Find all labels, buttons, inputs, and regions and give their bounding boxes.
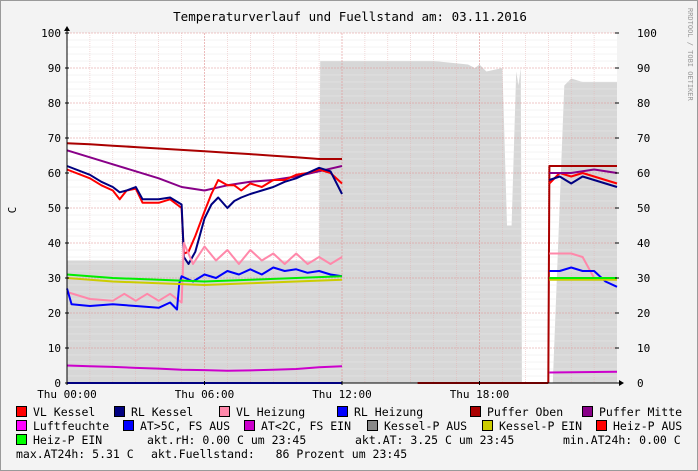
legend-label: Heiz-P EIN [33,433,103,447]
series-rl-heizung [66,266,343,311]
y-tick-label-right: 70 [637,132,650,145]
legend-item-puffer-mitte: Puffer Mitte [582,405,682,419]
y-tick-label-right: 80 [637,97,650,110]
y-tick-label: 30 [48,272,61,285]
legend-label: Heiz-P AUS [613,419,683,433]
legend-swatch [337,406,348,417]
legend-label: Puffer Mitte [599,405,683,419]
rrdtool-watermark: RRDTOOL / TOBI OETIKER [686,8,694,102]
y-axis-arrow [64,26,70,31]
info-akt-rh: akt.rH: 0.00 C um 23:45 [147,433,307,447]
legend-item-at-above-5c: AT>5C, FS AUS [123,419,230,433]
y-tick-label: 20 [48,307,61,320]
rrd-chart: Temperaturverlauf und Fuellstand am: 03.… [6,9,657,400]
y-tick-label-right: 0 [637,377,644,390]
legend-label: VL Heizung [236,405,306,419]
y-tick-label-right: 30 [637,272,650,285]
y-tick-label: 80 [48,97,61,110]
legend-label: RL Heizung [354,405,424,419]
legend-swatch [367,420,378,431]
legend-item-kessel-p-aus: Kessel-P AUS [367,419,467,433]
legend-item-vl-kessel: VL Kessel [16,405,95,419]
legend-swatch [582,406,593,417]
x-tick-label: Thu 18:00 [450,388,510,400]
legend-label: Kessel-P EIN [499,419,583,433]
y-tick-label: 70 [48,132,61,145]
legend-swatch [470,406,481,417]
legend-item-kessel-p-ein: Kessel-P EIN [482,419,582,433]
info-min-at: min.AT24h: 0.00 C [563,433,681,447]
x-tick-label: Thu 12:00 [312,388,372,400]
x-tick-label: Thu 06:00 [175,388,235,400]
legend-item-luftfeuchte: Luftfeuchte [16,419,109,433]
legend-swatch [114,406,125,417]
series-vl-heizung-abend- [549,252,595,279]
y-tick-label-right: 20 [637,307,650,320]
y-tick-label: 0 [54,377,61,390]
y-tick-label-right: 90 [637,62,650,75]
series-puffer-mitte [66,149,343,192]
info-max-at: max.AT24h: 5.31 C [16,447,134,461]
legend-item-heiz-p-ein: Heiz-P EIN [16,433,102,447]
legend-swatch [16,434,27,445]
legend-swatch [244,420,255,431]
y-axis-label: C [6,207,19,214]
series-rl-kessel [66,165,343,265]
legend-item-rl-heizung: RL Heizung [337,405,423,419]
x-tick-label: Thu 00:00 [37,388,97,400]
legend-label: RL Kessel [131,405,194,419]
y-tick-label: 100 [41,27,61,40]
y-tick-label: 60 [48,167,61,180]
legend-item-vl-heizung: VL Heizung [219,405,305,419]
legend-swatch [482,420,493,431]
series-luftfeuchte-abend- [549,370,618,374]
series-kessel-p-ein [66,277,343,286]
y-tick-label-right: 10 [637,342,650,355]
series-puffer-mitte-abend- [549,168,618,174]
legend-swatch [16,420,27,431]
chart-title: Temperaturverlauf und Fuellstand am: 03.… [173,9,527,24]
info-akt-at: akt.AT: 3.25 C um 23:45 [355,433,515,447]
legend-swatch [123,420,134,431]
y-tick-label-right: 40 [637,237,650,250]
info-fuellstand: akt.Fuellstand: 86 Prozent um 23:45 [151,447,408,461]
legend-label: Puffer Oben [487,405,564,419]
legend-label: AT<2C, FS EIN [261,419,352,433]
series-vl-kessel [66,168,343,255]
x-axis-arrow [619,380,624,386]
legend-item-puffer-oben: Puffer Oben [470,405,563,419]
y-tick-label-right: 60 [637,167,650,180]
legend-label: Luftfeuchte [33,419,110,433]
y-tick-label: 90 [48,62,61,75]
legend: VL Kessel RL Kessel VL Heizung RL Heizun… [0,403,698,471]
legend-label: VL Kessel [33,405,96,419]
watermark-text: RRDTOOL / TOBI OETIKER [686,8,694,102]
y-tick-label: 40 [48,237,61,250]
series-vl-heizung [66,242,343,304]
y-tick-label: 10 [48,342,61,355]
series-luftfeuchte [66,364,343,372]
series-rl-kessel-abend- [549,175,618,188]
series-rl-heizung-abend- [549,266,618,288]
legend-swatch [16,406,27,417]
legend-item-rl-kessel: RL Kessel [114,405,193,419]
legend-swatch [219,406,230,417]
legend-label: AT>5C, FS AUS [140,419,231,433]
legend-item-at-below-2c: AT<2C, FS EIN [244,419,351,433]
legend-swatch [596,420,607,431]
series-heiz-p-ein [66,273,343,283]
y-tick-label-right: 100 [637,27,657,40]
y-tick-label-right: 50 [637,202,650,215]
axis-layer: 0 0 10 10 20 20 30 30 40 40 50 50 60 60 70 70 80 80 90 90 10… [37,26,657,400]
legend-label: Kessel-P AUS [384,419,468,433]
legend-item-heiz-p-aus: Heiz-P AUS [596,419,682,433]
y-tick-label: 50 [48,202,61,215]
series-puffer-oben-abend- [547,165,617,384]
series-puffer-oben [66,142,342,160]
